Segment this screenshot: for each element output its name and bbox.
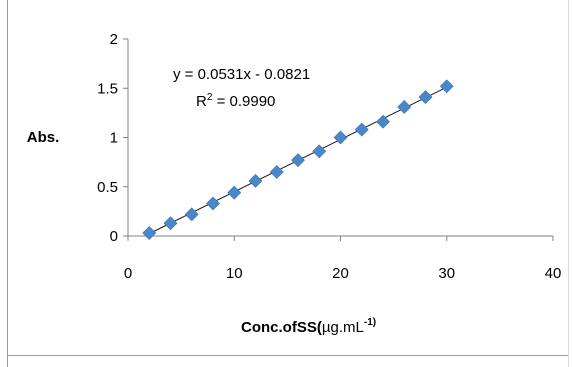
x-axis-title-mu: µ xyxy=(322,319,331,336)
r-squared-prefix: R xyxy=(196,93,207,110)
axes xyxy=(123,38,554,241)
frame-left-border xyxy=(7,0,8,367)
y-tick-label: 2 xyxy=(110,31,118,48)
data-point xyxy=(184,207,199,222)
data-point xyxy=(163,216,178,231)
tick-labels: 00.511.520 10 20 30 40 xyxy=(97,31,561,282)
equation-annotation: y = 0.0531x - 0.0821 xyxy=(173,66,310,83)
frame-right-border xyxy=(568,0,569,367)
x-tick-label: 0 xyxy=(124,265,132,282)
x-axis-title-superscript: -1) xyxy=(364,317,376,328)
y-tick-label: 1 xyxy=(110,130,118,147)
y-axis-title: Abs. xyxy=(27,129,60,146)
x-axis-title-unit: g.mL xyxy=(331,319,364,336)
frame-bottom-border xyxy=(7,355,568,356)
data-point xyxy=(227,185,242,200)
data-point xyxy=(269,165,284,179)
data-point xyxy=(439,79,454,94)
data-point xyxy=(312,144,327,159)
r-squared-value: = 0.9990 xyxy=(212,93,275,110)
data-point xyxy=(397,100,412,114)
x-tick-label: 10 xyxy=(226,265,243,282)
data-point xyxy=(354,122,369,137)
x-tick-label: 30 xyxy=(438,265,455,282)
x-axis-title-main: Conc.ofSS( xyxy=(241,319,322,336)
x-tick-label: 40 xyxy=(545,265,562,282)
data-point xyxy=(333,130,348,145)
data-point xyxy=(291,153,305,168)
data-point xyxy=(142,226,157,240)
y-tick-label: 0 xyxy=(110,228,118,245)
data-point xyxy=(418,90,433,105)
y-tick-label: 1.5 xyxy=(97,80,118,97)
y-tick-label: 0.5 xyxy=(97,179,118,196)
data-point xyxy=(376,114,390,129)
data-points xyxy=(142,79,454,240)
data-point xyxy=(248,173,263,188)
data-point xyxy=(206,196,220,211)
x-tick-label: 20 xyxy=(332,265,349,282)
r-squared-annotation: R2 = 0.9990 xyxy=(196,92,275,110)
r-squared-superscript: 2 xyxy=(207,92,213,103)
x-axis-title: Conc.ofSS(µg.mL-1) xyxy=(241,317,376,336)
